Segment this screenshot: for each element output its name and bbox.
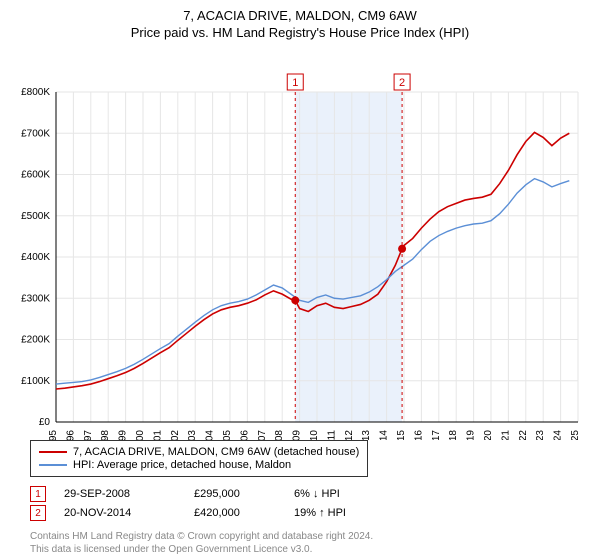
x-tick-label: 2018: [448, 430, 459, 440]
x-tick-label: 2004: [205, 430, 216, 440]
x-tick-label: 2015: [396, 430, 407, 440]
x-tick-label: 2023: [535, 430, 546, 440]
y-tick-label: £0: [39, 417, 51, 428]
sale-marker: 2: [30, 505, 46, 521]
legend-label: 7, ACACIA DRIVE, MALDON, CM9 6AW (detach…: [73, 446, 359, 458]
sale-price: £295,000: [194, 488, 294, 500]
marker-point: [398, 245, 406, 253]
x-tick-label: 1998: [100, 430, 111, 440]
y-tick-label: £300K: [21, 293, 50, 304]
x-tick-label: 2021: [500, 430, 511, 440]
y-tick-label: £100K: [21, 376, 50, 387]
y-tick-label: £800K: [21, 87, 50, 98]
x-tick-label: 2005: [222, 430, 233, 440]
marker-label: 2: [399, 77, 405, 89]
sale-date: 20-NOV-2014: [64, 507, 194, 519]
x-tick-label: 2016: [413, 430, 424, 440]
legend-row: HPI: Average price, detached house, Mald…: [39, 459, 359, 471]
x-tick-label: 2022: [518, 430, 529, 440]
y-tick-label: £700K: [21, 128, 50, 139]
x-tick-label: 2006: [239, 430, 250, 440]
sale-row: 2 20-NOV-2014£420,00019% ↑ HPI: [30, 505, 444, 521]
x-tick-label: 2019: [466, 430, 477, 440]
x-tick-label: 2002: [170, 430, 181, 440]
x-tick-label: 1995: [48, 430, 59, 440]
footnote: Contains HM Land Registry data © Crown c…: [30, 530, 373, 556]
x-tick-label: 2010: [309, 430, 320, 440]
sale-row: 1 29-SEP-2008£295,0006% ↓ HPI: [30, 486, 444, 502]
x-tick-label: 2013: [361, 430, 372, 440]
footnote-line1: Contains HM Land Registry data © Crown c…: [30, 530, 373, 543]
price-chart: 1995 1996 1997 1998 1999 2000 2001 2002 2003 2004…: [0, 40, 600, 440]
sale-diff: 6% ↓ HPI: [294, 488, 444, 500]
footnote-line2: This data is licensed under the Open Gov…: [30, 543, 373, 556]
y-tick-label: £200K: [21, 335, 50, 346]
legend-label: HPI: Average price, detached house, Mald…: [73, 459, 291, 471]
x-tick-label: 1999: [118, 430, 129, 440]
x-tick-label: 2008: [274, 430, 285, 440]
x-tick-label: 2024: [553, 430, 564, 440]
sale-events: 1 29-SEP-2008£295,0006% ↓ HPI 2 20-NOV-2014…: [30, 483, 444, 524]
x-tick-label: 2017: [431, 430, 442, 440]
x-tick-label: 2012: [344, 430, 355, 440]
sale-date: 29-SEP-2008: [64, 488, 194, 500]
x-tick-label: 2003: [187, 430, 198, 440]
legend-swatch: [39, 464, 67, 466]
title-main: 7, ACACIA DRIVE, MALDON, CM9 6AW: [0, 8, 600, 23]
x-tick-label: 2001: [152, 430, 163, 440]
legend: 7, ACACIA DRIVE, MALDON, CM9 6AW (detach…: [30, 440, 368, 477]
x-tick-label: 2011: [326, 430, 337, 440]
x-tick-label: 2009: [292, 430, 303, 440]
x-tick-label: 2000: [135, 430, 146, 440]
x-tick-label: 2007: [257, 430, 268, 440]
sale-price: £420,000: [194, 507, 294, 519]
x-tick-label: 2025: [570, 430, 581, 440]
marker-point: [291, 296, 299, 304]
legend-row: 7, ACACIA DRIVE, MALDON, CM9 6AW (detach…: [39, 446, 359, 458]
sale-diff: 19% ↑ HPI: [294, 507, 444, 519]
x-tick-label: 2014: [379, 430, 390, 440]
x-tick-label: 1997: [83, 430, 94, 440]
chart-titles: 7, ACACIA DRIVE, MALDON, CM9 6AW Price p…: [0, 0, 600, 40]
y-tick-label: £400K: [21, 252, 50, 263]
sale-marker: 1: [30, 486, 46, 502]
title-sub: Price paid vs. HM Land Registry's House …: [0, 25, 600, 40]
legend-swatch: [39, 451, 67, 453]
marker-label: 1: [292, 77, 298, 89]
x-tick-label: 2020: [483, 430, 494, 440]
x-tick-label: 1996: [65, 430, 76, 440]
y-tick-label: £600K: [21, 170, 50, 181]
y-tick-label: £500K: [21, 211, 50, 222]
